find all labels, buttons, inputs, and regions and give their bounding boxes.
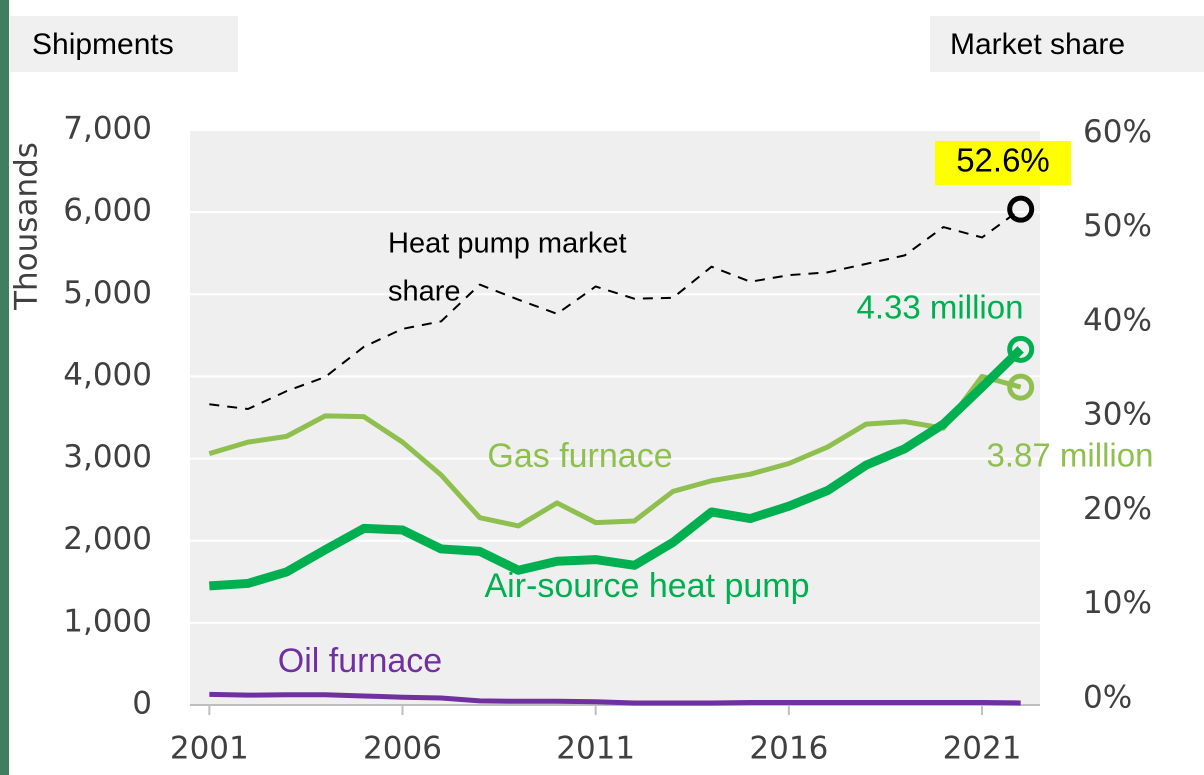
label-highlight [935,141,1071,185]
x-tick-label: 2011 [556,731,635,767]
y2-tick-label: 60% [1083,114,1152,150]
y2-tick-label: 50% [1083,208,1152,244]
end-marker [1007,195,1035,223]
end-marker [1007,335,1035,363]
y2-tick-label: 40% [1083,302,1152,338]
y-tick-label: 2,000 [63,521,152,557]
series-line [209,346,1024,591]
end-label: 3.87 million [987,437,1154,474]
series-label: Oil furnace [278,642,442,680]
x-tick-label: 2006 [363,731,442,767]
y-title: Shipments [32,28,174,61]
y-tick-label: 3,000 [63,439,152,475]
series-label: Heat pump market [388,228,627,260]
edge-strip [0,0,9,775]
y-tick-label: 1,000 [63,603,152,639]
end-label: 52.6% [956,142,1050,179]
y2-title: Market share [950,28,1125,61]
y2-tick-label: 30% [1083,397,1152,433]
y-unit: Thousands [9,142,45,311]
y-tick-label: 4,000 [63,357,152,393]
x-tick-label: 2016 [749,731,828,767]
y2-tick-label: 0% [1083,680,1132,716]
y-title-box [10,16,238,72]
y2-title-box [930,16,1204,72]
series-label: share [388,276,461,308]
y2-tick-label: 10% [1083,585,1152,621]
y2-tick-label: 20% [1083,491,1152,527]
series-line [209,691,1021,706]
end-marker [1007,373,1035,401]
y-tick-label: 6,000 [63,193,152,229]
y-tick-label: 0 [132,686,152,722]
x-tick-label: 2021 [943,731,1022,767]
end-label: 4.33 million [857,289,1024,326]
series-label: Air-source heat pump [484,567,809,605]
x-tick-label: 2001 [170,731,249,767]
series-line [209,208,1022,411]
series-line [208,373,1022,529]
series-label: Gas furnace [487,437,672,475]
y-tick-label: 7,000 [63,111,152,147]
y-tick-label: 5,000 [63,275,152,311]
